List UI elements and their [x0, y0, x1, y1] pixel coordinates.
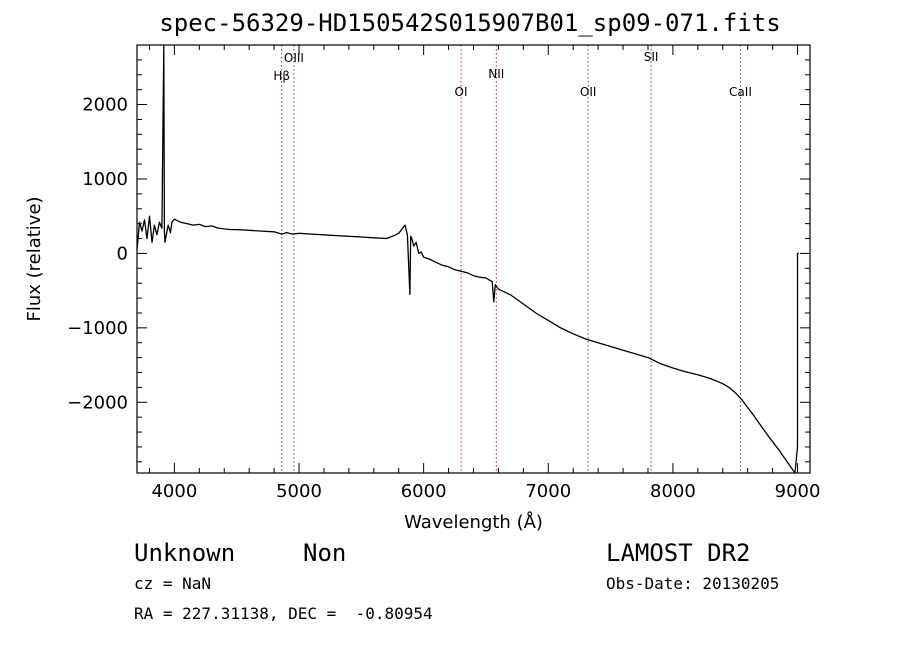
chart-title: spec-56329-HD150542S015907B01_sp09-071.f…	[159, 9, 781, 37]
emission-line-label: Hβ	[273, 69, 290, 83]
x-tick-label: 6000	[401, 481, 447, 502]
x-axis-label: Wavelength (Å)	[404, 511, 543, 533]
emission-line-label: CaII	[729, 85, 752, 99]
emission-line-label: OI	[455, 85, 468, 99]
x-tick-label: 4000	[151, 481, 197, 502]
axis-ticks: 4000 5000 6000 7000 8000 9000 −2000 −1000 0 1000 2…	[67, 44, 821, 502]
y-tick-label: −2000	[67, 392, 128, 413]
coordinates: RA = 227.31138, DEC = -0.80954	[134, 604, 433, 623]
x-tick-label: 5000	[276, 481, 322, 502]
object-subclass: Non	[303, 539, 347, 567]
object-class: Unknown	[134, 539, 236, 567]
y-tick-label: 0	[117, 243, 128, 264]
y-tick-label: 1000	[82, 169, 128, 190]
emission-line-label: SII	[644, 50, 659, 64]
emission-line-label: NII	[488, 67, 504, 81]
plot-frame	[136, 44, 811, 474]
observation-date: Obs-Date: 20130205	[606, 574, 780, 593]
emission-line-label: OIII	[284, 51, 304, 65]
redshift-cz: cz = NaN	[134, 574, 212, 593]
y-tick-label: −1000	[67, 318, 128, 339]
survey-name: LAMOST DR2	[606, 539, 751, 567]
x-tick-label: 9000	[775, 481, 821, 502]
emission-line-markers: Hβ OIII OI NII OII SII CaII	[273, 45, 752, 473]
y-axis-label: Flux (relative)	[24, 196, 45, 321]
x-tick-label: 7000	[525, 481, 571, 502]
x-tick-label: 8000	[650, 481, 696, 502]
emission-line-label: OII	[580, 85, 597, 99]
y-tick-label: 2000	[82, 95, 128, 116]
spectrum-series-line	[136, 44, 799, 474]
